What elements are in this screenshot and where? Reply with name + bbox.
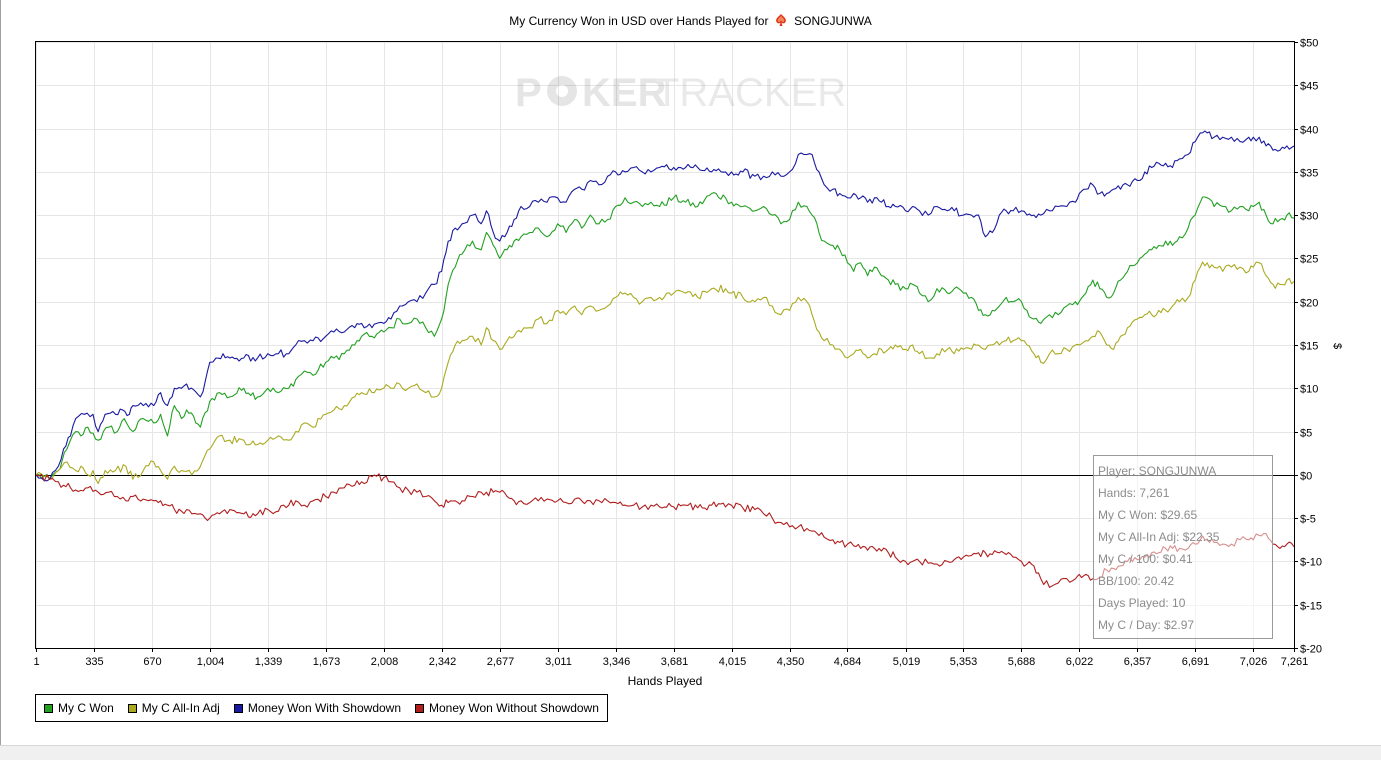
x-tick-label: 4,015 (719, 656, 747, 668)
x-tick-label: 3,681 (661, 656, 689, 668)
legend-label: My C All-In Adj (141, 701, 220, 715)
tooltip-line: My C / 100: $0.41 (1098, 552, 1193, 566)
chart-title-text: My Currency Won in USD over Hands Played… (509, 14, 769, 28)
x-tick-label: 3,011 (545, 656, 572, 668)
watermark-chip-icon (547, 76, 577, 106)
x-tick-label: 4,684 (834, 656, 862, 668)
x-tick-label: 2,677 (487, 656, 515, 668)
x-tick-label: 5,353 (950, 656, 978, 668)
window-bottom-strip (0, 745, 1381, 760)
legend-label: Money Won Without Showdown (429, 701, 599, 715)
legend-swatch (127, 703, 137, 713)
y-tick-label: $40 (1300, 125, 1318, 137)
legend-item[interactable]: My C All-In Adj (127, 701, 220, 715)
legend-item[interactable]: Money Won With Showdown (233, 701, 402, 715)
legend-swatch (233, 703, 243, 713)
window-left-border (0, 0, 1, 745)
series-line-0 (35, 192, 1295, 480)
x-tick-label: 2,008 (371, 656, 399, 668)
y-axis-label: $ (1331, 342, 1344, 350)
plot-border (35, 41, 1295, 649)
legend-item[interactable]: Money Won Without Showdown (415, 701, 599, 715)
x-tick-label: 1,339 (255, 656, 283, 668)
chart-title: My Currency Won in USD over Hands Played… (0, 13, 1381, 29)
legend-swatch (44, 703, 53, 713)
series-line-3 (35, 473, 1295, 588)
y-tick-label: $30 (1300, 211, 1318, 223)
y-tick-label: $25 (1300, 254, 1318, 266)
y-tick-label: $35 (1300, 168, 1318, 180)
x-tick-label: 5,688 (1008, 656, 1036, 668)
tooltip-line: My C / Day: $2.97 (1098, 618, 1195, 632)
watermark-left-text: KER (582, 71, 667, 115)
tooltip-line: My C Won: $29.65 (1098, 508, 1198, 522)
series-line-2 (35, 130, 1295, 482)
y-tick-label: $50 (1300, 38, 1318, 50)
y-tick-label: $5 (1300, 428, 1312, 440)
chart-axes: 1 335 670 1,004 1,339 1,673 2,008 2,342 2,677 3,0… (33, 38, 1322, 669)
x-tick-label: 1 (33, 656, 39, 668)
chart-title-player: SONGJUNWA (794, 14, 872, 28)
y-tick-label: $-5 (1300, 514, 1316, 526)
chart-legend: My C Won My C All-In Adj Money Won With Sh… (35, 694, 608, 722)
y-tick-label: $15 (1300, 341, 1318, 353)
y-tick-label: $20 (1300, 298, 1318, 310)
x-tick-label: 3,346 (603, 656, 631, 668)
tooltip-line: My C All-In Adj: $22.35 (1098, 530, 1220, 544)
series-line-1 (35, 261, 1295, 485)
x-tick-label: 6,691 (1182, 656, 1210, 668)
x-tick-label: 2,342 (429, 656, 457, 668)
x-tick-label: 6,357 (1124, 656, 1152, 668)
x-tick-label: 7,261 (1281, 656, 1309, 668)
poker-site-icon (775, 14, 786, 26)
y-tick-label: $45 (1300, 81, 1318, 93)
y-tick-label: $-20 (1300, 644, 1322, 656)
tooltip-line: Player: SONGJUNWA (1098, 464, 1217, 478)
chart-grid (36, 42, 1295, 649)
tooltip-line: Hands: 7,261 (1098, 486, 1170, 500)
pokertracker-watermark: P KER TRACKER (515, 71, 846, 115)
tooltip-line: Days Played: 10 (1098, 596, 1186, 610)
tooltip-line: BB/100: 20.42 (1098, 574, 1175, 588)
svg-text:P: P (515, 71, 542, 115)
x-tick-label: 7,026 (1240, 656, 1268, 668)
series-lines (35, 130, 1295, 588)
legend-label: My C Won (58, 701, 114, 715)
x-tick-label: 4,350 (777, 656, 805, 668)
y-tick-label: $0 (1300, 471, 1312, 483)
x-tick-label: 1,004 (197, 656, 225, 668)
y-tick-label: $-15 (1300, 601, 1322, 613)
y-tick-label: $10 (1300, 384, 1318, 396)
x-tick-label: 335 (85, 656, 103, 668)
x-tick-label: 670 (143, 656, 161, 668)
watermark-right-text: TRACKER (655, 71, 846, 115)
x-tick-label: 1,673 (313, 656, 341, 668)
x-tick-label: 5,019 (893, 656, 921, 668)
y-tick-label: $-10 (1300, 557, 1322, 569)
legend-label: Money Won With Showdown (247, 701, 402, 715)
legend-swatch (415, 703, 425, 713)
x-axis-label: Hands Played (627, 674, 703, 688)
x-tick-label: 6,022 (1066, 656, 1094, 668)
hover-tooltip: Player: SONGJUNWA Hands: 7,261 My C Won: $… (1093, 455, 1273, 639)
legend-item[interactable]: My C Won (44, 701, 114, 715)
